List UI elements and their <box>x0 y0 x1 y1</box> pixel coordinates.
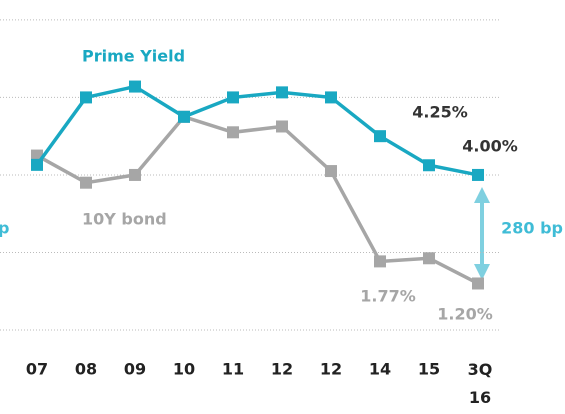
point <box>423 159 435 172</box>
x-tick-label: 12 <box>271 360 293 379</box>
point <box>276 86 288 99</box>
point <box>80 176 92 189</box>
point <box>227 91 239 104</box>
value-label: 1.77% <box>360 287 416 306</box>
point <box>374 130 386 143</box>
point <box>178 110 190 123</box>
x-tick-label: 3Q 16 <box>468 360 493 407</box>
x-tick-label: 11 <box>222 360 244 379</box>
value-label: 4.25% <box>412 103 468 122</box>
series-label: Prime Yield <box>82 47 185 66</box>
point <box>129 168 141 181</box>
spread-label: 280 bp <box>501 219 563 238</box>
series-line <box>36 114 479 286</box>
point <box>374 255 386 268</box>
x-tick-label: 12 <box>320 360 342 379</box>
value-label: 4.00% <box>462 137 518 156</box>
x-tick-label: 15 <box>418 360 440 379</box>
series-label: 10Y bond <box>82 210 167 229</box>
x-tick-label: 07 <box>26 360 48 379</box>
point <box>227 126 239 139</box>
point <box>472 277 484 290</box>
point <box>325 165 337 178</box>
value-label: 1.20% <box>437 305 493 324</box>
x-tick-label: 09 <box>124 360 146 379</box>
point <box>325 91 337 104</box>
x-tick-label-line: 16 <box>469 388 491 407</box>
series-line <box>35 84 479 177</box>
x-tick-label: 14 <box>369 360 391 379</box>
point <box>129 80 141 93</box>
x-tick-label-line: 3Q <box>468 360 493 379</box>
point <box>423 252 435 265</box>
cut-label: p <box>0 219 9 238</box>
point <box>472 168 484 181</box>
x-tick-label: 10 <box>173 360 195 379</box>
point <box>80 91 92 104</box>
point <box>31 158 43 171</box>
x-tick-label: 08 <box>75 360 97 379</box>
point <box>276 120 288 133</box>
